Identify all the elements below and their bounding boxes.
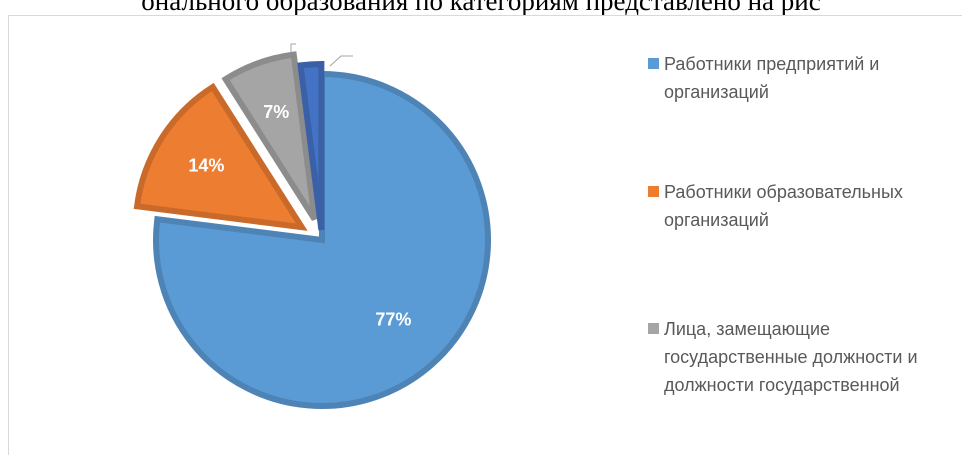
legend-label: Работники образовательных организаций xyxy=(664,182,903,230)
pie-slice xyxy=(297,61,325,231)
legend-swatch xyxy=(648,323,659,334)
pie-slice xyxy=(221,51,318,221)
legend-swatch xyxy=(648,186,659,197)
pie-slice xyxy=(153,70,491,409)
slice-label: 14% xyxy=(188,155,224,175)
slice-label: 7% xyxy=(263,102,289,122)
slice-label: 77% xyxy=(375,310,411,330)
chart-frame xyxy=(8,15,962,455)
legend-entry: Работники предприятий и организаций xyxy=(648,50,938,106)
legend-swatch xyxy=(648,58,659,69)
legend-label: Лица, замещающие государственные должнос… xyxy=(664,319,918,395)
legend-label: Работники предприятий и организаций xyxy=(664,54,880,102)
leader-line xyxy=(290,43,296,55)
leader-line xyxy=(329,55,353,67)
caption: онального образования по категориям пред… xyxy=(141,0,821,16)
legend-entry: Лица, замещающие государственные должнос… xyxy=(648,315,938,399)
pie-slice xyxy=(133,82,308,231)
legend-entry: Работники образовательных организаций xyxy=(648,178,938,234)
